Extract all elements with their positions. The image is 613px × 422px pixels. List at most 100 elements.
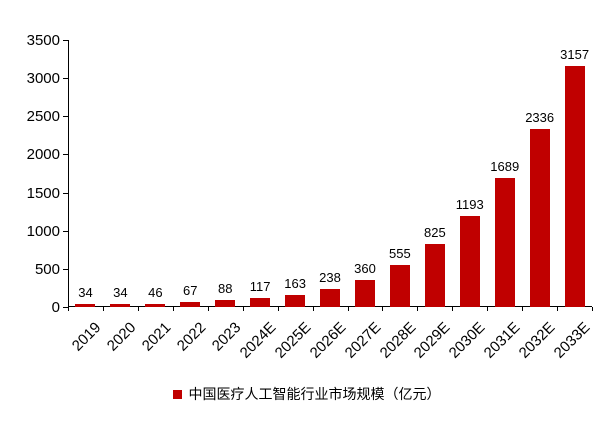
x-axis-tick-label: 2028E xyxy=(376,319,419,362)
bar xyxy=(529,128,550,307)
x-axis-tick-label: 2033E xyxy=(550,319,594,362)
x-axis-labels: 2019 2020 2021 2022 2023 2024E 2025E 2026E 2027E… xyxy=(0,311,613,377)
x-axis-tick-label: 2022 xyxy=(173,319,210,355)
x-axis-tick xyxy=(207,307,209,311)
x-axis-tick xyxy=(68,307,69,311)
bar-column: 1193 xyxy=(452,40,487,307)
x-axis-tick xyxy=(487,307,489,311)
bar-value-label: 2336 xyxy=(525,109,555,125)
bar-column: 825 xyxy=(417,40,452,307)
bar-column: 238 xyxy=(313,40,348,307)
bar xyxy=(320,288,341,307)
bar-column: 117 xyxy=(243,40,278,307)
x-axis-tick-label: 2020 xyxy=(103,319,140,355)
y-axis-tick-label: 3500 xyxy=(26,32,60,49)
y-axis-tick-label: 0 xyxy=(51,299,60,316)
x-axis-tick xyxy=(102,307,104,311)
bar-value-label: 1193 xyxy=(455,197,484,212)
y-axis-tick-label: 2500 xyxy=(26,108,60,126)
legend-label: 中国医疗人工智能行业市场规模（亿元） xyxy=(188,386,441,402)
bar-value-label: 825 xyxy=(423,225,446,241)
y-axis-tick-label: 2000 xyxy=(26,146,60,164)
y-axis-tick xyxy=(63,307,68,308)
bar-value-label: 88 xyxy=(217,281,233,297)
bar xyxy=(564,66,585,307)
y-axis-tick-label: 1500 xyxy=(26,184,60,202)
x-axis-tick xyxy=(382,307,384,311)
bar-value-label: 117 xyxy=(249,279,271,295)
bar-column: 1689 xyxy=(487,40,522,307)
x-axis-tick xyxy=(277,307,279,311)
bar-value-label: 360 xyxy=(354,260,376,276)
y-axis-tick xyxy=(63,116,68,118)
bar xyxy=(389,264,410,307)
bar-value-label: 238 xyxy=(319,269,341,285)
bar xyxy=(250,298,271,307)
bar-column: 67 xyxy=(173,40,208,307)
bar-value-label: 555 xyxy=(389,245,411,261)
y-axis-tick xyxy=(63,230,68,232)
bar-value-label: 67 xyxy=(183,282,198,298)
bar xyxy=(145,303,166,307)
y-axis-tick xyxy=(63,78,68,80)
x-axis-tick xyxy=(242,307,244,311)
y-axis-tick xyxy=(63,40,68,41)
x-axis-tick-label: 2021 xyxy=(138,319,175,355)
x-axis-tick xyxy=(312,307,314,311)
bars-group: 34 34 46 67 88 117 163 238 360 555 825 1193 1689 2336… xyxy=(68,40,592,307)
x-axis-tick-label: 2029E xyxy=(411,319,454,362)
legend: 中国医疗人工智能行业市场规模（亿元） xyxy=(0,384,613,404)
bar-column: 34 xyxy=(103,40,138,307)
bar-column: 88 xyxy=(208,40,243,307)
bar-value-label: 3157 xyxy=(560,47,590,63)
bar xyxy=(459,216,480,307)
bar xyxy=(285,294,306,307)
x-axis-tick-label: 2019 xyxy=(68,319,105,355)
y-axis-tick xyxy=(63,192,68,194)
legend-marker-icon xyxy=(172,389,182,399)
bar-value-label: 34 xyxy=(78,285,93,301)
bar-value-label: 1689 xyxy=(490,159,520,175)
x-axis-tick xyxy=(592,307,593,311)
bar xyxy=(215,300,236,307)
x-axis-tick-label: 2030E xyxy=(446,319,489,362)
x-axis-tick-label: 2024E xyxy=(236,319,280,362)
bar xyxy=(75,304,96,307)
bar-value-label: 34 xyxy=(113,285,128,301)
y-axis-tick-label: 1000 xyxy=(26,222,60,240)
x-axis-tick-label: 2027E xyxy=(341,319,384,362)
x-axis-tick xyxy=(557,307,559,311)
bar-column: 163 xyxy=(278,40,313,307)
x-axis-tick xyxy=(522,307,524,311)
bar xyxy=(180,301,201,307)
bar-column: 2336 xyxy=(522,40,557,307)
y-axis-tick-label: 3000 xyxy=(26,70,60,88)
bar-column: 555 xyxy=(382,40,417,307)
y-axis xyxy=(68,40,69,307)
bar xyxy=(354,279,375,307)
bar-value-label: 46 xyxy=(148,284,163,300)
y-axis-tick xyxy=(63,154,68,156)
x-axis-tick-label: 2026E xyxy=(306,319,350,362)
x-axis-tick-label: 2025E xyxy=(271,319,315,362)
bar xyxy=(110,304,131,307)
bar-column: 34 xyxy=(68,40,103,307)
x-axis-tick xyxy=(452,307,454,311)
y-axis-tick xyxy=(63,268,68,270)
x-axis-tick-label: 2031E xyxy=(481,319,524,362)
plot-area: 34 34 46 67 88 117 163 238 360 555 825 1193 1689 2336… xyxy=(63,40,593,311)
x-axis-tick xyxy=(347,307,349,311)
y-axis-labels: 0 500 1000 1500 2000 2500 3000 3500 xyxy=(0,32,60,316)
bar-column: 3157 xyxy=(557,40,592,307)
bar-column: 46 xyxy=(138,40,173,307)
x-axis-tick-label: 2032E xyxy=(515,319,559,362)
y-axis-tick-label: 500 xyxy=(34,260,60,278)
bar xyxy=(424,244,445,307)
x-axis-tick xyxy=(417,307,419,311)
x-axis-tick xyxy=(172,307,174,311)
bar-value-label: 163 xyxy=(284,275,306,291)
x-axis-tick xyxy=(137,307,139,311)
bar-column: 360 xyxy=(348,40,383,307)
bar xyxy=(494,178,515,307)
